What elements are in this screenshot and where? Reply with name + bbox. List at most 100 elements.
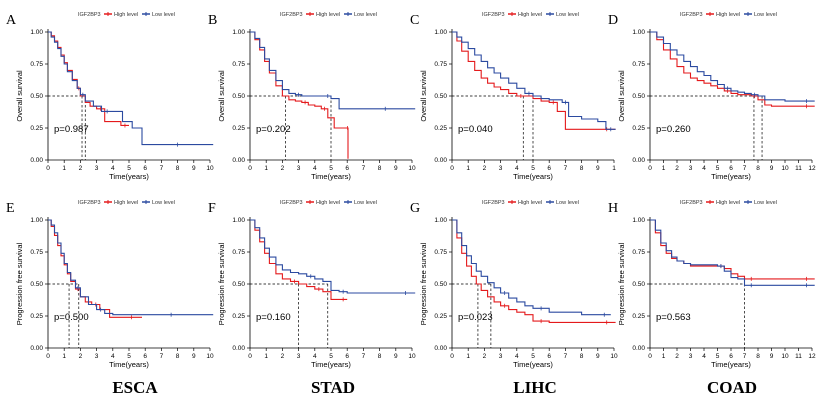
panel-f-xtick-label-2: 2 bbox=[281, 353, 285, 360]
panel-d-xtick-label-8: 8 bbox=[756, 165, 760, 172]
panel-c-ytick-label-4: 1.00 bbox=[434, 29, 447, 36]
cancer-label-lihc: LIHC bbox=[513, 378, 557, 397]
panel-d-xtick-label-0: 0 bbox=[648, 165, 652, 172]
panel-a-ytick-label-2: 0.50 bbox=[30, 93, 43, 100]
panel-g-xlabel: Time(years) bbox=[513, 360, 553, 369]
panel-f-legend-label-0: High level bbox=[316, 200, 340, 206]
panel-c-legend-title: IGF2BP3 bbox=[482, 12, 505, 18]
panel-e: E IGF2BP3 High level Low level 0.00 0.25 0.50 0… bbox=[6, 200, 214, 369]
panel-f-legend-title: IGF2BP3 bbox=[280, 200, 303, 206]
panel-a-ytick-label-3: 0.75 bbox=[30, 61, 43, 68]
panel-d-legend-title: IGF2BP3 bbox=[680, 12, 703, 18]
panel-d-xtick-label-10: 10 bbox=[781, 165, 789, 172]
panel-a-legend-label-0: High level bbox=[114, 12, 138, 18]
panel-c-curve-low bbox=[452, 31, 616, 130]
panel-a-xtick-label-9: 9 bbox=[192, 165, 196, 172]
panel-g-ylabel: Progression free survival bbox=[419, 242, 428, 325]
panel-h-xtick-label-5: 5 bbox=[716, 353, 720, 360]
panel-g-xtick-label-3: 3 bbox=[499, 353, 503, 360]
panel-e-legend-title: IGF2BP3 bbox=[78, 200, 101, 206]
panel-h-xtick-label-11: 11 bbox=[795, 353, 802, 360]
panel-b-p-value: p=0.202 bbox=[256, 124, 291, 135]
panel-g-xtick-label-0: 0 bbox=[450, 353, 454, 360]
panel-d-ytick-label-1: 0.25 bbox=[632, 125, 645, 132]
panel-c-xtick-label-8: 8 bbox=[580, 165, 584, 172]
panel-g-ytick-label-4: 1.00 bbox=[434, 217, 447, 224]
panel-c-ytick-label-2: 0.50 bbox=[434, 93, 447, 100]
panel-b-legend-label-0: High level bbox=[316, 12, 340, 18]
panel-d-ylabel: Overall survival bbox=[617, 70, 626, 122]
panel-a-xtick-label-4: 4 bbox=[111, 165, 115, 172]
panel-b-xtick-label-8: 8 bbox=[378, 165, 382, 172]
panel-h-p-value: p=0.563 bbox=[656, 312, 691, 323]
panel-b-xtick-label-5: 5 bbox=[329, 165, 333, 172]
panel-g-xtick-label-4: 4 bbox=[515, 353, 519, 360]
panel-f-xtick-label-0: 0 bbox=[248, 353, 252, 360]
panel-e-ytick-label-1: 0.25 bbox=[30, 313, 43, 320]
panel-e-xtick-label-3: 3 bbox=[95, 353, 99, 360]
panel-h-xtick-label-7: 7 bbox=[743, 353, 747, 360]
panel-b-xtick-label-4: 4 bbox=[313, 165, 317, 172]
panel-g-ytick-label-2: 0.50 bbox=[434, 281, 447, 288]
panel-c-ytick-label-3: 0.75 bbox=[434, 61, 447, 68]
panel-g-letter: G bbox=[410, 201, 420, 216]
panel-c-ytick-label-1: 0.25 bbox=[434, 125, 447, 132]
panel-h-xtick-label-9: 9 bbox=[770, 353, 774, 360]
panel-a-xtick-label-2: 2 bbox=[79, 165, 83, 172]
panel-g-legend-label-1: Low level bbox=[556, 200, 579, 206]
panel-a-xtick-label-6: 6 bbox=[143, 165, 147, 172]
panel-g-ytick-label-0: 0.00 bbox=[434, 345, 447, 352]
panel-b-xtick-label-2: 2 bbox=[281, 165, 285, 172]
panel-h-xtick-label-8: 8 bbox=[756, 353, 760, 360]
panel-d-ytick-label-2: 0.50 bbox=[632, 93, 645, 100]
cancer-label-esca: ESCA bbox=[112, 378, 158, 397]
panel-b-ytick-label-2: 0.50 bbox=[232, 93, 245, 100]
panel-e-curve-low bbox=[48, 219, 214, 316]
panel-g-legend-label-0: High level bbox=[518, 200, 542, 206]
panel-c: C IGF2BP3 High level Low level 0.00 0.25 0.50 0… bbox=[410, 12, 616, 181]
panel-d-xtick-label-9: 9 bbox=[770, 165, 774, 172]
panel-d-ytick-label-3: 0.75 bbox=[632, 61, 645, 68]
panel-b-ylabel: Overall survival bbox=[217, 70, 226, 122]
panel-b-legend-label-1: Low level bbox=[354, 12, 377, 18]
panel-h-xtick-label-10: 10 bbox=[781, 353, 789, 360]
panel-d-curve-low bbox=[650, 31, 815, 102]
panel-h-xtick-label-3: 3 bbox=[689, 353, 693, 360]
panel-c-xtick-label-9: 9 bbox=[596, 165, 600, 172]
panel-f-xlabel: Time(years) bbox=[311, 360, 351, 369]
cancer-label-coad: COAD bbox=[706, 378, 758, 397]
panel-d-curve-high bbox=[650, 31, 815, 107]
panel-d-legend-label-0: High level bbox=[716, 12, 740, 18]
panel-a-xlabel: Time(years) bbox=[109, 172, 149, 181]
panel-e-xtick-label-10: 10 bbox=[206, 353, 214, 360]
panel-f-p-value: p=0.160 bbox=[256, 312, 291, 323]
panel-e-curve-high bbox=[48, 219, 142, 318]
panel-e-xlabel: Time(years) bbox=[109, 360, 149, 369]
panel-b-legend-title: IGF2BP3 bbox=[280, 12, 303, 18]
panel-c-ylabel: Overall survival bbox=[419, 70, 428, 122]
panel-g-legend-title: IGF2BP3 bbox=[482, 200, 505, 206]
panel-d-xtick-label-4: 4 bbox=[702, 165, 706, 172]
panel-h-xlabel: Time(years) bbox=[711, 360, 751, 369]
panel-b-xtick-label-7: 7 bbox=[362, 165, 366, 172]
panel-g-xtick-label-5: 5 bbox=[531, 353, 535, 360]
panel-d-xtick-label-3: 3 bbox=[689, 165, 693, 172]
panel-f-letter: F bbox=[208, 201, 216, 216]
panel-c-xtick-label-4: 4 bbox=[515, 165, 519, 172]
panel-h-ytick-label-1: 0.25 bbox=[632, 313, 645, 320]
panel-a-xtick-label-0: 0 bbox=[46, 165, 50, 172]
panel-f-xtick-label-8: 8 bbox=[378, 353, 382, 360]
panel-e-xtick-label-5: 5 bbox=[127, 353, 131, 360]
panel-f-legend-label-1: Low level bbox=[354, 200, 377, 206]
panel-a: A IGF2BP3 High level Low level 0.00 0.25 0.50 0… bbox=[6, 12, 214, 181]
panel-f-curve-low bbox=[250, 219, 416, 294]
panel-h-ytick-label-4: 1.00 bbox=[632, 217, 645, 224]
panel-f-ytick-label-4: 1.00 bbox=[232, 217, 245, 224]
panel-e-xtick-label-9: 9 bbox=[192, 353, 196, 360]
panel-g-curve-low bbox=[452, 219, 611, 316]
panel-d-xtick-label-11: 11 bbox=[795, 165, 802, 172]
panel-g-xtick-label-6: 6 bbox=[547, 353, 551, 360]
panel-e-xtick-label-0: 0 bbox=[46, 353, 50, 360]
panel-a-xtick-label-5: 5 bbox=[127, 165, 131, 172]
